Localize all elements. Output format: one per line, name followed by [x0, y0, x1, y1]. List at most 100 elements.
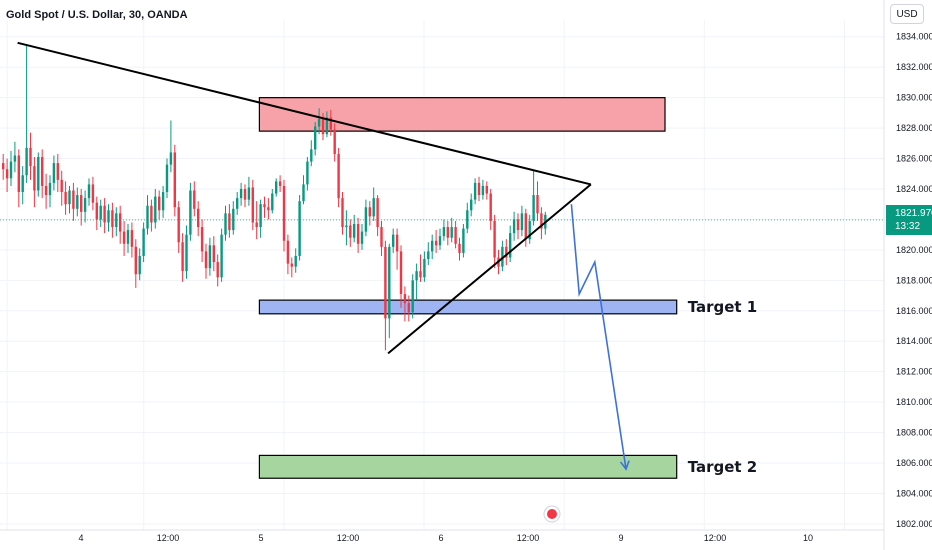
- candle-body: [282, 185, 286, 241]
- candle-body: [431, 240, 434, 252]
- candle-body: [395, 234, 399, 252]
- candle-body: [76, 195, 79, 209]
- candle-body: [83, 198, 87, 212]
- zone-label-target-2: Target 2: [688, 458, 758, 476]
- candle-body: [481, 185, 485, 196]
- x-tick-label: 12:00: [517, 533, 540, 543]
- candle-body: [419, 271, 422, 278]
- candle-body: [267, 207, 270, 211]
- candle-body: [403, 294, 407, 304]
- candle-body: [388, 246, 391, 319]
- zone-label-target-1: Target 1: [688, 298, 758, 316]
- x-tick-label: 12:00: [157, 533, 180, 543]
- candle-body: [52, 163, 56, 183]
- currency-button[interactable]: USD: [890, 4, 924, 24]
- candle-body: [298, 201, 301, 256]
- candle-body: [485, 185, 488, 194]
- candle-body: [185, 234, 188, 272]
- candle-body: [48, 182, 52, 196]
- candle-body: [126, 230, 130, 244]
- candle-body: [509, 233, 512, 258]
- candle-body: [275, 181, 278, 194]
- candle-body: [470, 199, 473, 211]
- zone-target-1: [258, 299, 678, 315]
- candle-body: [532, 195, 535, 221]
- candle-body: [154, 196, 157, 223]
- candle-body: [372, 198, 375, 217]
- candle-body: [376, 198, 379, 228]
- candle-body: [99, 205, 102, 220]
- candle-body: [329, 117, 332, 130]
- candle-body: [294, 255, 297, 267]
- candle-body: [438, 236, 442, 246]
- candle-body: [286, 240, 290, 264]
- candle-body: [450, 227, 453, 238]
- candle-body: [314, 126, 317, 150]
- candle-body: [341, 198, 344, 228]
- candle-body: [142, 228, 145, 256]
- candle-body: [193, 190, 196, 209]
- x-tick-label: 10: [803, 533, 813, 543]
- candle-body: [138, 255, 141, 275]
- candle-body: [220, 234, 223, 278]
- y-tick-label: 1814.000: [896, 336, 932, 346]
- x-tick-label: 9: [618, 533, 623, 543]
- candle-body: [364, 207, 368, 232]
- candle-body: [368, 207, 371, 217]
- candle-body: [224, 213, 227, 235]
- candle-body: [25, 147, 28, 176]
- candle-body: [119, 213, 122, 232]
- candle-body: [243, 188, 247, 200]
- candle-body: [232, 208, 235, 231]
- candle-body: [524, 213, 527, 240]
- candle-body: [5, 169, 9, 179]
- candle-body: [345, 225, 348, 228]
- candle-body: [64, 192, 67, 205]
- candle-body: [91, 184, 95, 203]
- candle-body: [44, 185, 48, 196]
- candle-body: [181, 242, 184, 272]
- candle-body: [516, 219, 520, 231]
- y-tick-label: 1832.000: [896, 62, 932, 72]
- candle-body: [407, 303, 410, 313]
- currency-label: USD: [896, 8, 918, 20]
- candle-body: [208, 245, 212, 269]
- y-tick-label: 1804.000: [896, 488, 932, 498]
- candle-body: [442, 227, 446, 237]
- candle-body: [306, 161, 309, 185]
- candle-body: [177, 207, 180, 243]
- zone-target-2: [258, 454, 678, 479]
- y-tick-label: 1828.000: [896, 123, 932, 133]
- y-tick-label: 1808.000: [896, 428, 932, 438]
- candle-body: [161, 192, 165, 211]
- candle-body: [520, 213, 524, 231]
- x-tick-label: 12:00: [337, 533, 360, 543]
- candle-body: [349, 225, 352, 238]
- candle-body: [130, 230, 134, 247]
- candle-body: [434, 240, 438, 246]
- candle-body: [33, 166, 36, 191]
- x-tick-label: 5: [258, 533, 263, 543]
- candle-body: [56, 163, 59, 180]
- candle-body: [380, 227, 383, 247]
- x-tick-label: 12:00: [704, 533, 727, 543]
- candle-body: [169, 152, 173, 165]
- candle-body: [458, 243, 461, 253]
- candle-body: [29, 147, 32, 167]
- trendlines-layer: [0, 41, 884, 471]
- bar-countdown: 13:32: [895, 221, 921, 232]
- candle-body: [87, 184, 91, 199]
- candle-body: [37, 157, 40, 191]
- candle-body: [360, 231, 364, 244]
- candle-body: [501, 246, 504, 267]
- candle-body: [540, 213, 543, 229]
- y-tick-label: 1802.000: [896, 519, 932, 529]
- candle-body: [466, 210, 469, 229]
- candle-body: [115, 213, 118, 228]
- y-tick-label: 1816.000: [896, 306, 932, 316]
- y-tick-label: 1820.000: [896, 245, 932, 255]
- candle-body: [392, 234, 395, 247]
- candle-body: [310, 149, 313, 162]
- candle-body: [446, 227, 449, 238]
